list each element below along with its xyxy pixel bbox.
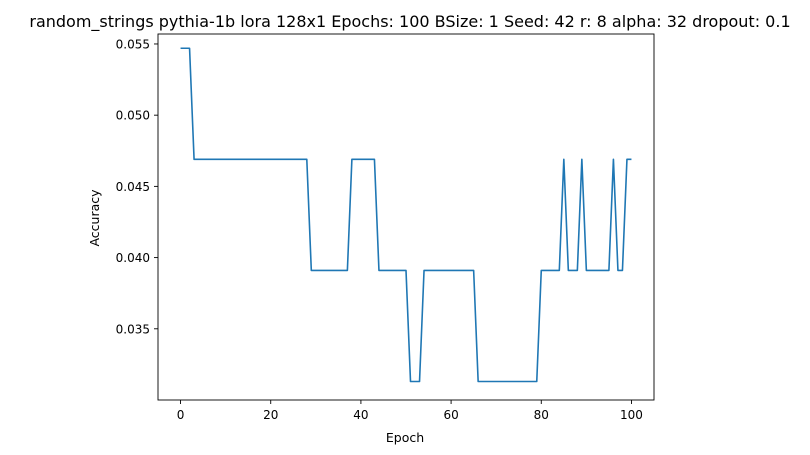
y-tick-label: 0.035: [116, 322, 150, 336]
series-line-0: [180, 47, 632, 383]
y-axis-label: Accuracy: [87, 189, 102, 247]
plot-area: 0 20 40 60 80 100 0.035 0.040 0.045 0.050 0.055: [116, 33, 655, 422]
x-tick-label: 80: [534, 408, 549, 422]
x-tick-label: 40: [353, 408, 368, 422]
y-tick-label: 0.050: [116, 109, 150, 123]
y-tick-label: 0.045: [116, 180, 150, 194]
axes-frame: [157, 33, 655, 401]
x-axis-label: Epoch: [386, 430, 424, 445]
x-tick-label: 60: [443, 408, 458, 422]
x-tick-label: 0: [177, 408, 185, 422]
chart-title: random_strings pythia-1b lora 128x1 Epoc…: [29, 12, 790, 32]
x-tick-label: 20: [263, 408, 278, 422]
y-tick-label: 0.040: [116, 251, 150, 265]
y-tick-label: 0.055: [116, 37, 150, 51]
x-tick-label: 100: [620, 408, 643, 422]
